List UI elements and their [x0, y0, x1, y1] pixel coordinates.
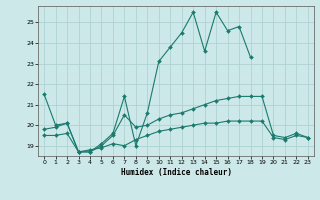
- X-axis label: Humidex (Indice chaleur): Humidex (Indice chaleur): [121, 168, 231, 177]
